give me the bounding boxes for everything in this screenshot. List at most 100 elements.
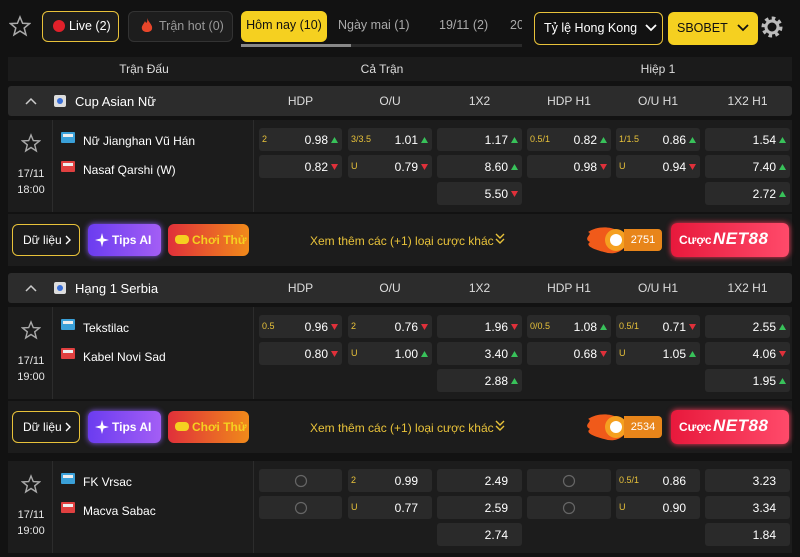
odds-cell[interactable]: 1/1.5 0.86 (616, 128, 700, 151)
odds-cell[interactable]: 4.06 (705, 342, 790, 365)
match-divider (52, 307, 53, 399)
odds-cell[interactable]: 3.40 (437, 342, 522, 365)
odds-format-select[interactable]: Tỷ lệ Hong Kong (534, 12, 663, 45)
handicap-line: 0.5/1 (530, 134, 551, 144)
odds-cell[interactable]: 0.5/1 0.82 (527, 128, 611, 151)
bookmaker-select[interactable]: SBOBET (668, 12, 758, 45)
odds-cell[interactable]: 2.88 (437, 369, 522, 392)
league-header (8, 86, 792, 116)
odds-cell[interactable]: 2.59 (437, 496, 522, 519)
odds-cell[interactable]: 0.80 (259, 342, 342, 365)
date-tab[interactable]: Trận hot (0) (128, 11, 233, 42)
team-name: Kabel Novi Sad (83, 350, 166, 364)
data-button[interactable]: Dữ liệu (12, 411, 80, 443)
odds-value: 0.86 (662, 474, 686, 488)
odds-value: 1.01 (394, 133, 418, 147)
odds-cell (527, 496, 611, 519)
bet-button[interactable]: Cược NET88 (671, 223, 789, 257)
odds-cell[interactable]: 1.54 (705, 128, 790, 151)
trend-arrow (421, 324, 428, 330)
odds-cell[interactable]: 2.74 (437, 523, 522, 546)
bet-button[interactable]: Cược NET88 (671, 410, 789, 444)
odds-cell[interactable]: U 0.90 (616, 496, 700, 519)
odds-cell[interactable]: 0.82 (259, 155, 342, 178)
odds-cell[interactable]: 2 0.99 (348, 469, 432, 492)
favorites-icon[interactable] (9, 15, 31, 37)
odds-cell[interactable]: 2.72 (705, 182, 790, 205)
collapse-caret (25, 97, 37, 105)
trend-arrow (779, 324, 786, 330)
date-tab[interactable]: 20 (510, 18, 522, 32)
match-time: 19:00 (17, 371, 45, 383)
odds-cell[interactable]: U 0.79 (348, 155, 432, 178)
odds-cell[interactable]: 2 0.76 (348, 315, 432, 338)
match-time: 18:00 (17, 184, 45, 196)
odds-cell[interactable]: 0.68 (527, 342, 611, 365)
team-logo (61, 161, 75, 172)
odds-value: 1.00 (394, 347, 418, 361)
trend-arrow (511, 164, 518, 170)
odds-value: 5.50 (484, 187, 508, 201)
odds-cell (259, 496, 342, 519)
data-button[interactable]: Dữ liệu (12, 224, 80, 256)
column-header: HDP (287, 94, 314, 108)
date-tab[interactable]: Hôm nay (10) (241, 11, 327, 42)
column-header: 1X2 H1 (727, 281, 768, 295)
odds-value: 0.90 (662, 501, 686, 515)
more-bets-link[interactable]: Xem thêm các (+1) loại cược khác (310, 234, 494, 248)
trend-arrow (331, 324, 338, 330)
league-header (8, 273, 792, 303)
chevron (645, 24, 657, 32)
team-name: Tekstilac (83, 321, 130, 335)
column-header: HDP H1 (547, 94, 591, 108)
odds-cell[interactable]: 0.5/1 0.71 (616, 315, 700, 338)
odds-cell[interactable]: U 0.94 (616, 155, 700, 178)
trend-arrow (511, 351, 518, 357)
odds-cell[interactable]: 8.60 (437, 155, 522, 178)
odds-cell[interactable]: U 1.00 (348, 342, 432, 365)
odds-value: 0.80 (304, 347, 328, 361)
odds-cell[interactable]: 2.49 (437, 469, 522, 492)
odds-cell[interactable]: 1.96 (437, 315, 522, 338)
team-logo (61, 132, 75, 143)
odds-value: 2.72 (752, 187, 776, 201)
odds-cell[interactable]: 3/3.5 1.01 (348, 128, 432, 151)
odds-cell[interactable]: 0/0.5 1.08 (527, 315, 611, 338)
column-header: 1X2 (468, 94, 491, 108)
odds-cell[interactable]: 7.40 (705, 155, 790, 178)
odds-cell[interactable]: 0.98 (527, 155, 611, 178)
team-name: Nasaf Qarshi (W) (83, 163, 176, 177)
odds-cell[interactable]: 1.84 (705, 523, 790, 546)
odds-cell[interactable]: 3.23 (705, 469, 790, 492)
odds-cell[interactable]: 0.5/1 0.86 (616, 469, 700, 492)
odds-cell[interactable]: 1.95 (705, 369, 790, 392)
odds-cell[interactable]: 0.5 0.96 (259, 315, 342, 338)
settings-icon[interactable] (760, 15, 784, 39)
date-tab[interactable]: Ngày mai (1) (338, 18, 410, 32)
odds-value: 7.40 (752, 160, 776, 174)
odds-cell[interactable]: 2.55 (705, 315, 790, 338)
table-header (8, 57, 792, 81)
odds-cell[interactable]: 5.50 (437, 182, 522, 205)
match-divider (253, 120, 254, 212)
team-name: FK Vrsac (83, 475, 132, 489)
odds-cell[interactable]: 3.34 (705, 496, 790, 519)
odds-cell[interactable]: U 1.05 (616, 342, 700, 365)
odds-cell[interactable]: 1.17 (437, 128, 522, 151)
trend-arrow (331, 137, 338, 143)
column-header: O/U (379, 94, 401, 108)
odds-cell[interactable]: 2 0.98 (259, 128, 342, 151)
odds-value: 1.84 (752, 528, 776, 542)
date-tab[interactable]: 19/11 (2) (439, 18, 489, 32)
more-bets-link[interactable]: Xem thêm các (+1) loại cược khác (310, 421, 494, 435)
tips-button[interactable]: Tips AI (88, 224, 161, 256)
handicap-line: U (351, 348, 358, 358)
team-name: Macva Sabac (83, 504, 156, 518)
handicap-line: 3/3.5 (351, 134, 372, 144)
odds-cell[interactable]: U 0.77 (348, 496, 432, 519)
trend-arrow (689, 324, 696, 330)
handicap-line: 2 (351, 321, 357, 331)
odds-value: 0.76 (394, 320, 418, 334)
odds-value: 0.82 (304, 160, 328, 174)
trend-arrow (511, 324, 518, 330)
